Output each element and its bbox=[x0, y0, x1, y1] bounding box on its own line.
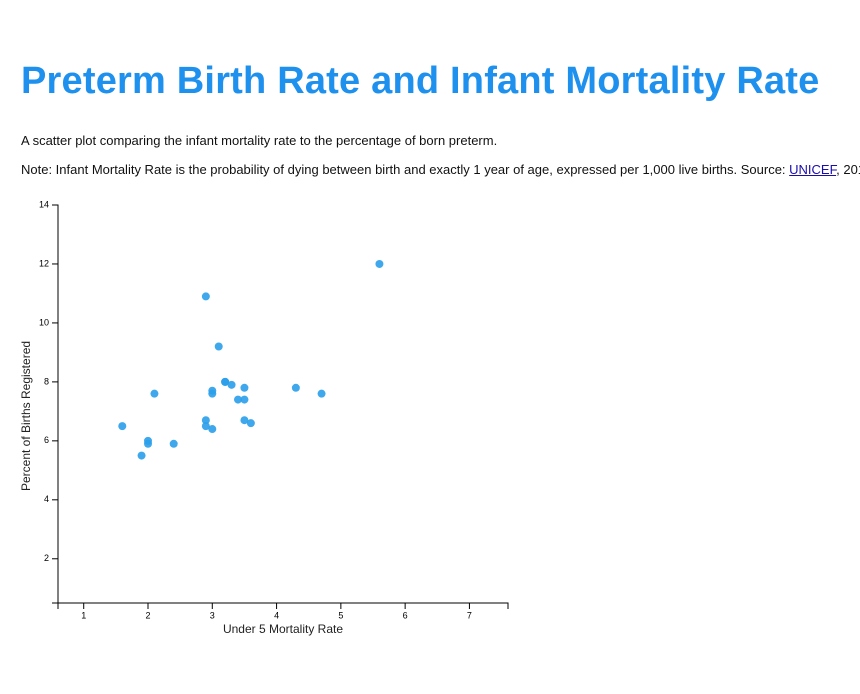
point bbox=[291, 383, 300, 392]
point bbox=[234, 395, 242, 404]
point bbox=[317, 389, 326, 398]
point bbox=[208, 389, 217, 398]
description: A scatter plot comparing the infant mort… bbox=[21, 133, 498, 148]
y-tick-label: 14 bbox=[39, 199, 49, 209]
point bbox=[201, 292, 210, 301]
point bbox=[375, 259, 384, 268]
x-tick-label: 3 bbox=[210, 610, 215, 620]
y-tick-label: 8 bbox=[44, 376, 49, 386]
y-tick-label: 12 bbox=[39, 258, 49, 268]
x-tick-label: 4 bbox=[274, 610, 279, 620]
point bbox=[221, 377, 230, 386]
x-tick-label: 7 bbox=[467, 610, 472, 620]
y-axis bbox=[52, 204, 59, 604]
point bbox=[150, 389, 159, 398]
point bbox=[201, 422, 210, 431]
x-tick-label: 6 bbox=[403, 610, 408, 620]
y-tick-label: 4 bbox=[44, 494, 49, 504]
point bbox=[208, 425, 217, 434]
point bbox=[227, 380, 236, 389]
point bbox=[137, 451, 146, 460]
point bbox=[246, 419, 255, 428]
y-tick-label: 2 bbox=[44, 553, 49, 563]
note-suffix: , 2015 bbox=[836, 162, 860, 177]
x-tick-label: 1 bbox=[81, 610, 86, 620]
point bbox=[240, 395, 249, 404]
x-axis-title: Under 5 Mortality Rate bbox=[223, 622, 343, 636]
note: Note: Infant Mortality Rate is the proba… bbox=[21, 162, 860, 177]
y-axis-title: Percent of Births Registered bbox=[19, 341, 33, 491]
point bbox=[144, 439, 152, 448]
x-axis bbox=[57, 602, 509, 609]
point bbox=[240, 383, 249, 392]
x-tick-label: 5 bbox=[338, 610, 343, 620]
point bbox=[169, 439, 178, 448]
point bbox=[118, 422, 127, 431]
y-tick-label: 6 bbox=[44, 435, 49, 445]
point bbox=[240, 416, 249, 425]
source-link[interactable]: UNICEF bbox=[789, 162, 837, 177]
point bbox=[214, 342, 223, 351]
page-title: Preterm Birth Rate and Infant Mortality … bbox=[21, 60, 820, 102]
point bbox=[201, 416, 210, 425]
x-tick-label: 2 bbox=[145, 610, 150, 620]
y-tick-label: 10 bbox=[39, 317, 49, 327]
note-text: Note: Infant Mortality Rate is the proba… bbox=[21, 162, 790, 177]
